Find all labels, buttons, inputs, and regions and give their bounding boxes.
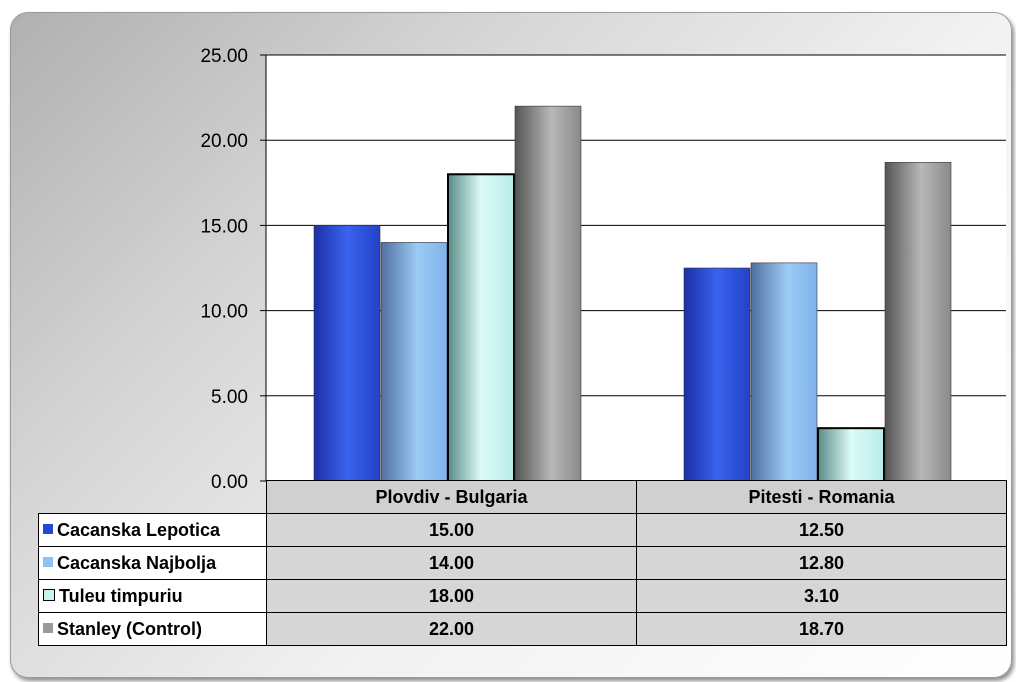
legend-swatch xyxy=(43,622,53,633)
legend-swatch xyxy=(43,588,55,601)
legend-entry: Cacanska Lepotica xyxy=(38,513,267,547)
data-label: 14.00 xyxy=(266,546,637,580)
bar-tuleu-timpuriu-2 xyxy=(817,427,885,482)
legend-label: Cacanska Najbolja xyxy=(57,552,217,573)
y-tick-label: 5.00 xyxy=(211,387,248,408)
legend-entry: Stanley (Control) xyxy=(38,612,267,646)
data-label: 18.70 xyxy=(636,612,1007,646)
legend-swatch xyxy=(43,556,53,567)
legend-label: Stanley (Control) xyxy=(57,618,203,639)
bar-stanley-control-2 xyxy=(884,162,952,482)
data-table: Plovdiv - Bulgaria Pitesti - Romania Cacan… xyxy=(38,480,1007,646)
table-row: Stanley (Control) 22.00 18.70 xyxy=(38,612,1007,646)
y-tick-label: 20.00 xyxy=(200,131,248,152)
table-corner xyxy=(38,480,267,514)
data-label: 12.80 xyxy=(636,546,1007,580)
bar-cacanska-lepotica-1 xyxy=(313,225,381,482)
x-category-label: Pitesti - Romania xyxy=(636,480,1007,514)
bar-stanley-control-1 xyxy=(514,105,582,482)
y-tick-label: 10.00 xyxy=(200,302,248,323)
legend-entry: Tuleu timpuriu xyxy=(38,579,267,613)
legend-swatch xyxy=(43,523,53,534)
bar-cacanska-najbolja-1 xyxy=(380,242,448,482)
legend-entry: Cacanska Najbolja xyxy=(38,546,267,580)
table-row: Tuleu timpuriu 18.00 3.10 xyxy=(38,579,1007,613)
y-tick-label: 25.00 xyxy=(200,46,248,67)
table-row: Cacanska Najbolja 14.00 12.80 xyxy=(38,546,1007,580)
bar-cacanska-lepotica-2 xyxy=(683,267,751,482)
bar-tuleu-timpuriu-1 xyxy=(447,173,515,482)
table-header-row: Plovdiv - Bulgaria Pitesti - Romania xyxy=(38,480,1007,514)
data-label: 12.50 xyxy=(636,513,1007,547)
y-tick-label: 15.00 xyxy=(200,216,248,237)
data-label: 22.00 xyxy=(266,612,637,646)
data-label: 15.00 xyxy=(266,513,637,547)
table-row: Cacanska Lepotica 15.00 12.50 xyxy=(38,513,1007,547)
x-category-label: Plovdiv - Bulgaria xyxy=(266,480,637,514)
data-label: 3.10 xyxy=(636,579,1007,613)
legend-label: Tuleu timpuriu xyxy=(59,585,183,606)
bar-cacanska-najbolja-2 xyxy=(750,262,818,482)
legend-label: Cacanska Lepotica xyxy=(57,519,221,540)
data-label: 18.00 xyxy=(266,579,637,613)
